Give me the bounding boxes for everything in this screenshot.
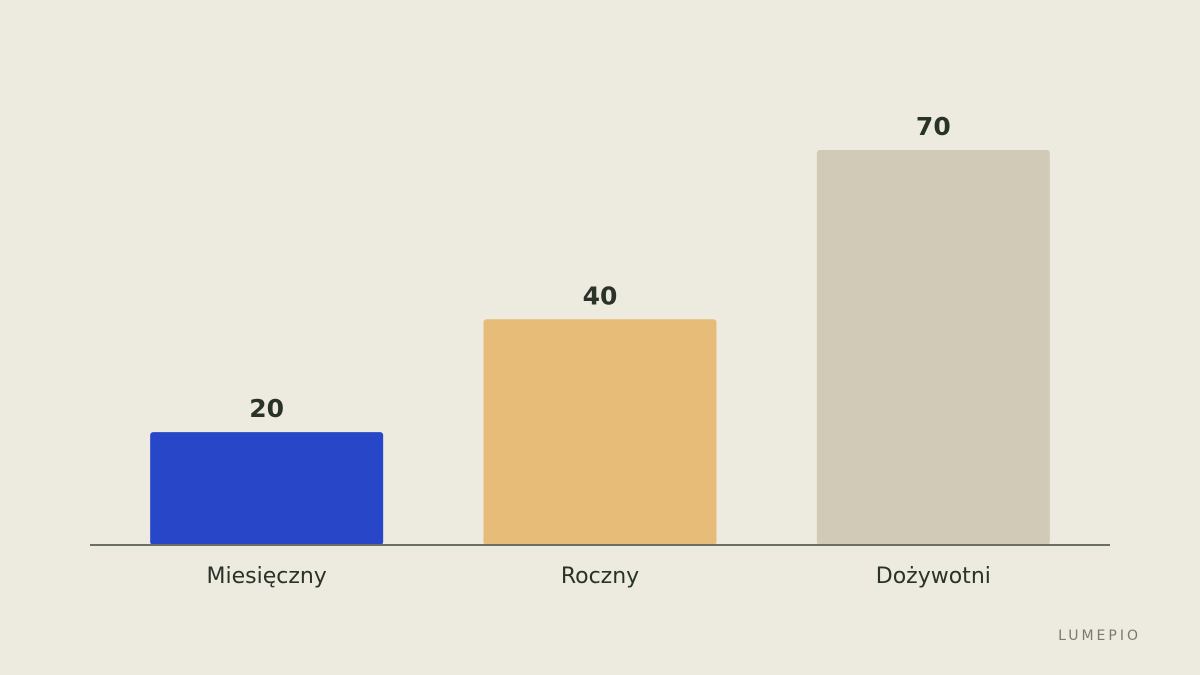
bar bbox=[816, 150, 1050, 545]
x-tick-label: Dożywotni bbox=[876, 564, 991, 589]
value-label: 20 bbox=[249, 394, 284, 423]
brand: LUMEPIO bbox=[1058, 628, 1141, 644]
x-tick-label: Miesięczny bbox=[206, 564, 326, 589]
value-label: 40 bbox=[583, 281, 618, 310]
value-label: 70 bbox=[916, 112, 951, 141]
bar bbox=[150, 432, 384, 545]
x-tick-label: Roczny bbox=[561, 564, 639, 589]
bar bbox=[483, 319, 717, 545]
